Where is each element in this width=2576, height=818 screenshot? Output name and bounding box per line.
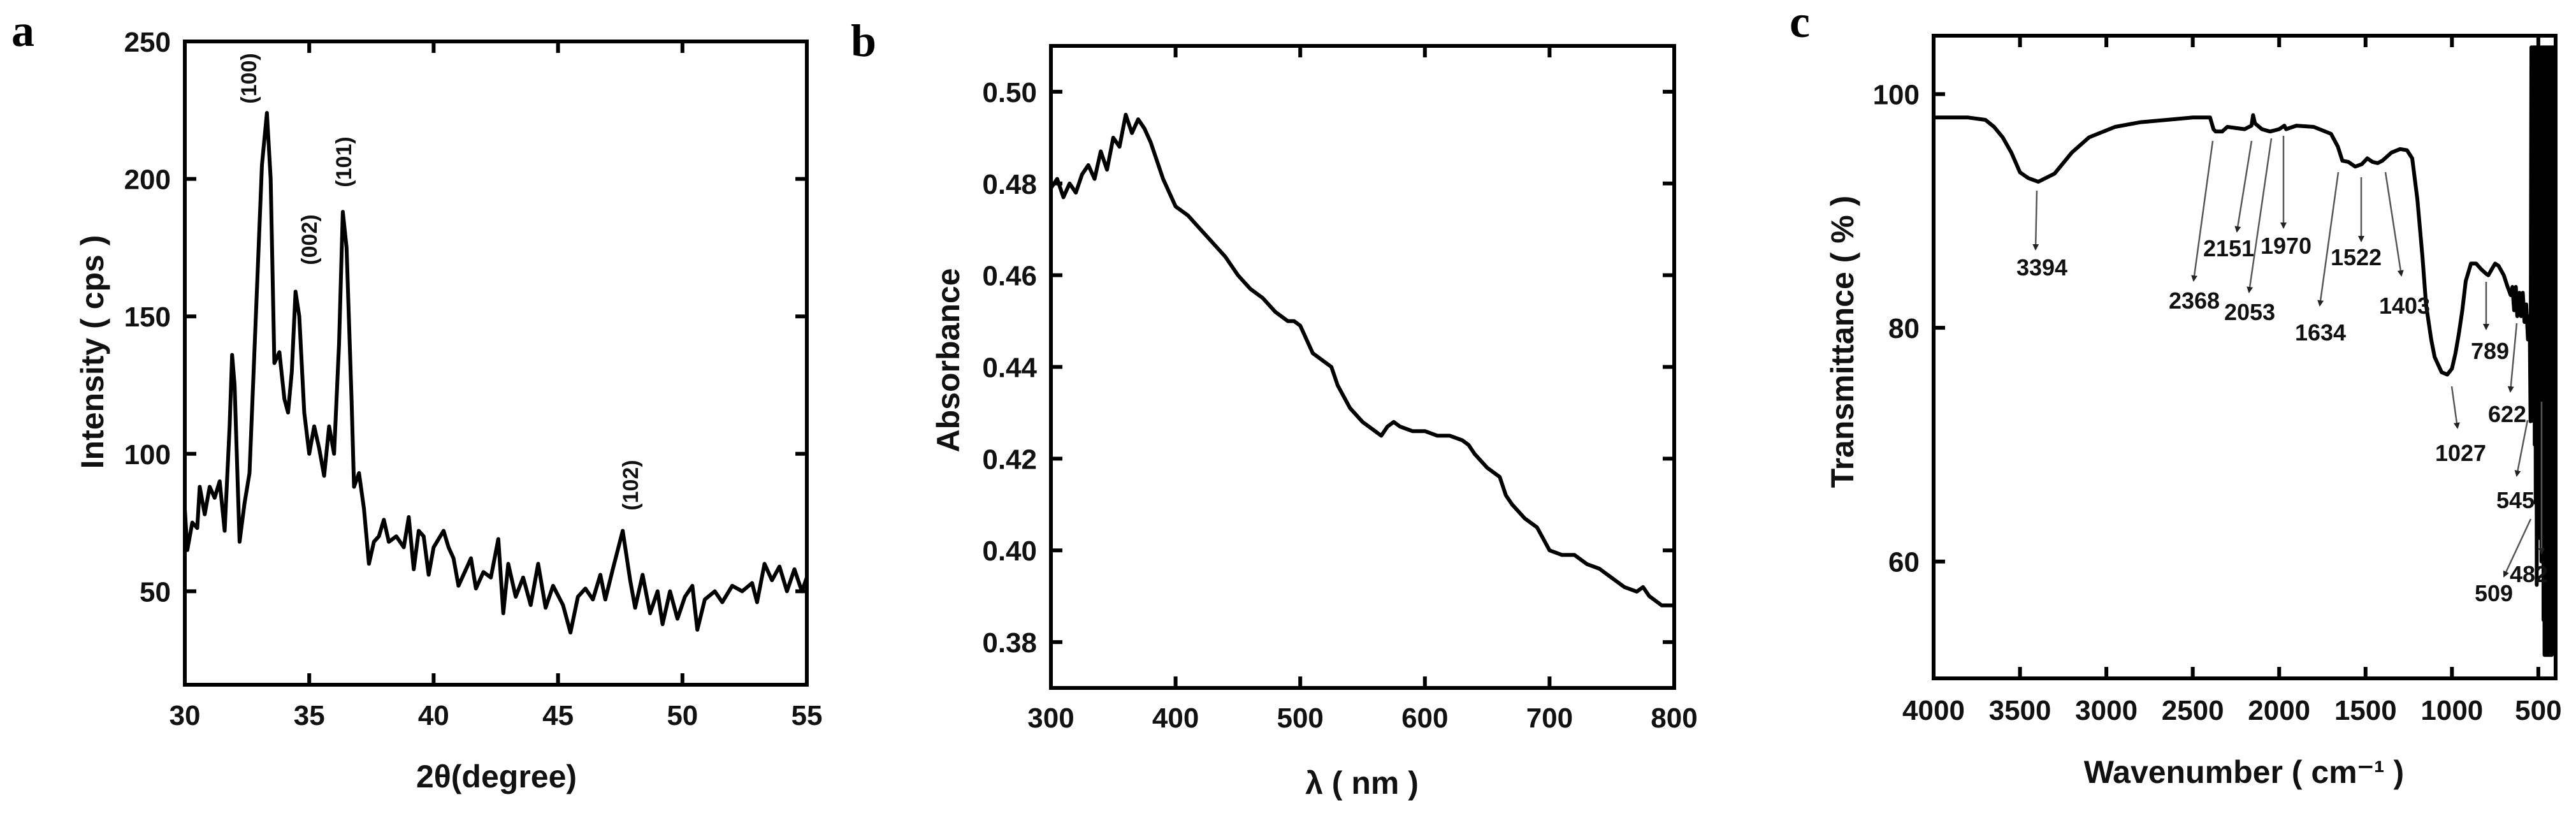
x-tick-label: 2500 xyxy=(2162,695,2224,726)
x-tick-label: 40 xyxy=(418,700,449,731)
y-tick-label: 250 xyxy=(124,27,171,58)
plot-frame xyxy=(1932,34,2558,680)
peak-label: (002) xyxy=(298,214,322,265)
y-tick-label: 200 xyxy=(124,164,171,196)
y-tick-label: 0.50 xyxy=(982,77,1037,108)
annotation-label: 2053 xyxy=(2224,299,2275,325)
y-tick-label: 80 xyxy=(1888,313,1920,344)
annotation-label: 3394 xyxy=(2016,254,2067,281)
peak-label: (100) xyxy=(237,53,261,103)
annotation-label: 2151 xyxy=(2203,235,2254,261)
panel-label-b: b xyxy=(851,15,876,66)
x-tick-label: 1000 xyxy=(2420,695,2483,726)
y-tick-label: 150 xyxy=(124,302,171,333)
x-tick-label: 700 xyxy=(1526,703,1573,734)
annotation-arrow xyxy=(2450,386,2460,429)
y-tick-label: 0.46 xyxy=(982,261,1037,292)
panel-label-c: c xyxy=(1790,0,1810,47)
x-axis-label: Wavenumber ( cm⁻¹ ) xyxy=(2084,754,2404,790)
x-tick-label: 600 xyxy=(1401,703,1448,734)
y-tick-label: 60 xyxy=(1888,547,1920,578)
x-tick-label: 3000 xyxy=(2075,695,2138,726)
plot-frame xyxy=(183,40,809,687)
x-tick-label: 500 xyxy=(2515,695,2561,726)
peak-label: (102) xyxy=(619,460,643,510)
x-axis-label: λ ( nm ) xyxy=(1305,765,1419,801)
peak-label: (101) xyxy=(332,136,356,187)
x-tick-label: 400 xyxy=(1152,703,1199,734)
y-tick-label: 100 xyxy=(1873,80,1920,111)
annotation-label: 789 xyxy=(2471,338,2509,364)
series-line xyxy=(1934,45,2556,657)
y-axis-label: Absorbance xyxy=(930,268,966,453)
y-axis-label: Intensity ( cps ) xyxy=(75,235,110,469)
series-line xyxy=(185,111,807,635)
annotation-label: 1634 xyxy=(2295,319,2346,346)
y-tick-label: 0.48 xyxy=(982,169,1037,200)
annotation-arrow xyxy=(2191,140,2214,282)
annotation-label: 1522 xyxy=(2331,244,2382,270)
annotation-label: 482 xyxy=(2510,561,2548,587)
annotation-arrow xyxy=(2032,190,2039,251)
annotation-label: 1027 xyxy=(2435,440,2486,466)
x-tick-label: 3500 xyxy=(1989,695,2051,726)
y-tick-label: 100 xyxy=(124,439,171,471)
x-tick-label: 2000 xyxy=(2248,695,2310,726)
y-tick-label: 0.42 xyxy=(982,444,1037,475)
x-tick-label: 1500 xyxy=(2334,695,2397,726)
annotation-arrow xyxy=(2507,323,2518,393)
x-tick-label: 500 xyxy=(1277,703,1323,734)
x-tick-label: 300 xyxy=(1027,703,1074,734)
y-tick-label: 0.38 xyxy=(982,627,1037,659)
annotation-label: 2368 xyxy=(2169,288,2220,314)
x-axis-label: 2θ(degree) xyxy=(416,759,577,794)
xrd-chart-panel: a Intensity ( cps ) 2θ(degree) 30 35 40 45 5… xyxy=(11,5,822,794)
annotation-label: 1970 xyxy=(2261,233,2312,259)
annotation-arrow xyxy=(2514,420,2529,477)
x-tick-label: 4000 xyxy=(1902,695,1965,726)
annotation-label: 509 xyxy=(2475,580,2513,606)
annotation-label: 1403 xyxy=(2379,293,2430,319)
series-line xyxy=(1051,112,1674,608)
y-tick-label: 0.40 xyxy=(982,536,1037,567)
x-tick-label: 55 xyxy=(792,700,823,731)
ftir-chart-panel: c Transmittance ( % ) Wavenumber ( cm⁻¹ … xyxy=(1790,0,2562,790)
annotation-arrow xyxy=(2503,518,2532,578)
plot-frame xyxy=(1049,44,1676,690)
panel-label-a: a xyxy=(11,5,34,56)
annotation-arrow xyxy=(2247,138,2273,293)
y-tick-label: 50 xyxy=(140,576,171,608)
x-tick-label: 45 xyxy=(542,700,574,731)
y-tick-label: 0.44 xyxy=(982,353,1037,384)
annotation-label: 545 xyxy=(2496,487,2535,513)
x-tick-label: 30 xyxy=(170,700,201,731)
annotation-arrow xyxy=(2234,140,2253,233)
x-tick-label: 35 xyxy=(294,700,325,731)
x-tick-label: 50 xyxy=(667,700,698,731)
annotation-label: 622 xyxy=(2488,401,2526,427)
x-tick-label: 800 xyxy=(1651,703,1697,734)
annotation-arrow xyxy=(2384,172,2404,277)
annotation-arrow xyxy=(2317,172,2340,307)
y-axis-label: Transmittance ( % ) xyxy=(1825,196,1860,488)
uv-vis-chart-panel: b Absorbance λ ( nm ) 300 400 500 600 700 800… xyxy=(851,15,1698,801)
